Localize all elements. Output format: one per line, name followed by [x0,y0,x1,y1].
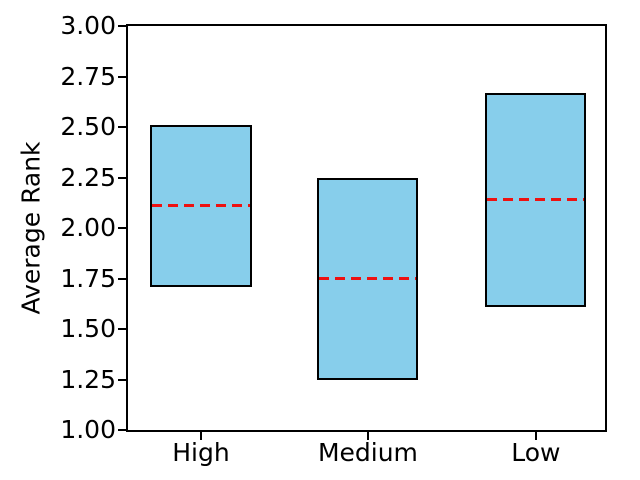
y-tick-label: 1.00 [60,415,116,444]
mean-line-high [152,204,250,208]
y-tick-mark [118,126,126,128]
x-tick-mark [199,432,202,440]
y-tick-label: 1.75 [60,263,116,293]
y-tick-label: 2.00 [60,213,116,242]
y-tick-mark [118,75,126,78]
x-tick-label: Low [511,438,561,467]
y-tick-label: 2.25 [60,162,116,192]
y-tick-label: 2.75 [60,61,116,91]
x-tick-mark [534,432,537,440]
y-tick-mark [118,25,126,27]
y-tick-mark [118,429,126,431]
mean-line-low [487,198,585,202]
x-tick-label: Medium [317,438,418,467]
y-tick-mark [118,176,126,179]
y-tick-mark [118,277,126,280]
y-tick-label: 2.50 [60,112,116,141]
y-tick-mark [118,378,126,381]
x-tick-label: High [172,438,230,467]
plot-area [126,24,607,432]
y-tick-mark [118,328,126,330]
y-tick-label: 1.50 [60,314,116,343]
mean-line-medium [319,277,417,280]
y-tick-mark [118,227,126,229]
y-tick-label: 3.00 [60,11,116,40]
y-tick-label: 1.25 [60,364,116,394]
x-tick-mark [366,432,369,440]
